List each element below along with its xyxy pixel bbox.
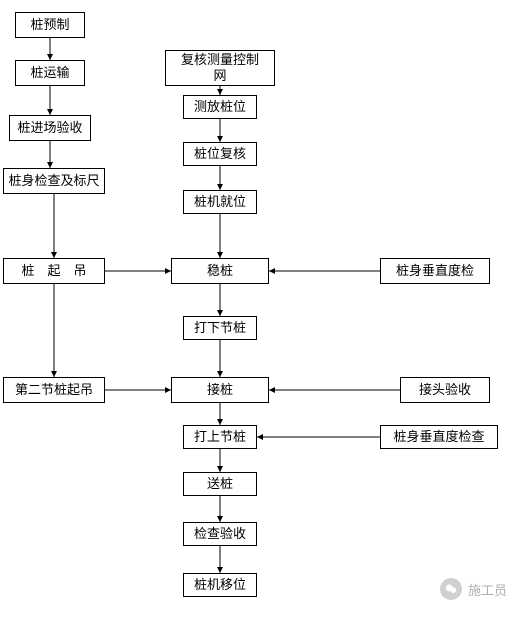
flow-node-n2: 桩运输 [15,60,85,86]
flow-node-n12: 打下节桩 [183,316,257,340]
flow-node-n16: 检查验收 [183,522,257,546]
flow-node-n10: 桩机就位 [183,190,257,214]
watermark-text: 施工员 [468,580,507,599]
flow-node-n13: 接桩 [171,377,269,403]
flow-node-n9: 桩位复核 [183,142,257,166]
flow-node-n6: 第二节桩起吊 [3,377,105,403]
flow-node-n20: 桩身垂直度检查 [380,425,498,449]
flow-node-n14: 打上节桩 [183,425,257,449]
flow-node-n1: 桩预制 [15,12,85,38]
flow-node-n7: 复核测量控制 网 [165,50,275,86]
flow-edges [0,0,521,620]
flow-node-n15: 送桩 [183,472,257,496]
flow-node-n17: 桩机移位 [183,573,257,597]
flow-node-n19: 接头验收 [400,377,490,403]
wechat-icon [440,578,462,600]
flow-node-n4: 桩身检查及标尺 [3,168,105,194]
flow-node-n11: 稳桩 [171,258,269,284]
flow-node-n8: 测放桩位 [183,95,257,119]
flow-node-n3: 桩进场验收 [9,115,91,141]
flow-node-n5: 桩 起 吊 [3,258,105,284]
flow-node-n18: 桩身垂直度检 [380,258,490,284]
watermark: 施工员 [440,578,507,600]
